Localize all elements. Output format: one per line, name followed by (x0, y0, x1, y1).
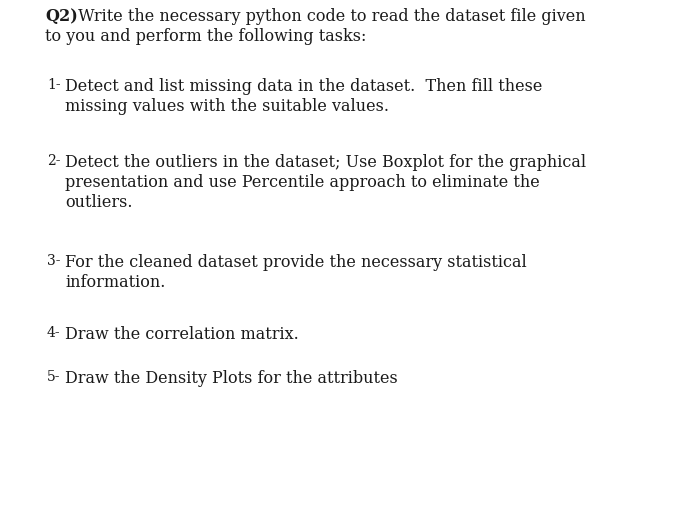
Text: For the cleaned dataset provide the necessary statistical: For the cleaned dataset provide the nece… (65, 254, 526, 271)
Text: missing values with the suitable values.: missing values with the suitable values. (65, 98, 389, 115)
Text: 3-: 3- (47, 254, 60, 268)
Text: 4-: 4- (47, 326, 61, 340)
Text: Detect the outliers in the dataset; Use Boxplot for the graphical: Detect the outliers in the dataset; Use … (65, 154, 586, 171)
Text: information.: information. (65, 274, 165, 291)
Text: Draw the Density Plots for the attributes: Draw the Density Plots for the attribute… (65, 370, 398, 387)
Text: Q2): Q2) (45, 8, 78, 25)
Text: 1-: 1- (47, 78, 61, 92)
Text: outliers.: outliers. (65, 194, 132, 211)
Text: presentation and use Percentile approach to eliminate the: presentation and use Percentile approach… (65, 174, 540, 191)
Text: Detect and list missing data in the dataset.  Then fill these: Detect and list missing data in the data… (65, 78, 542, 95)
Text: 5-: 5- (47, 370, 60, 384)
Text: Draw the correlation matrix.: Draw the correlation matrix. (65, 326, 299, 343)
Text: 2-: 2- (47, 154, 60, 168)
Text: Write the necessary python code to read the dataset file given: Write the necessary python code to read … (73, 8, 586, 25)
Text: to you and perform the following tasks:: to you and perform the following tasks: (45, 28, 366, 45)
